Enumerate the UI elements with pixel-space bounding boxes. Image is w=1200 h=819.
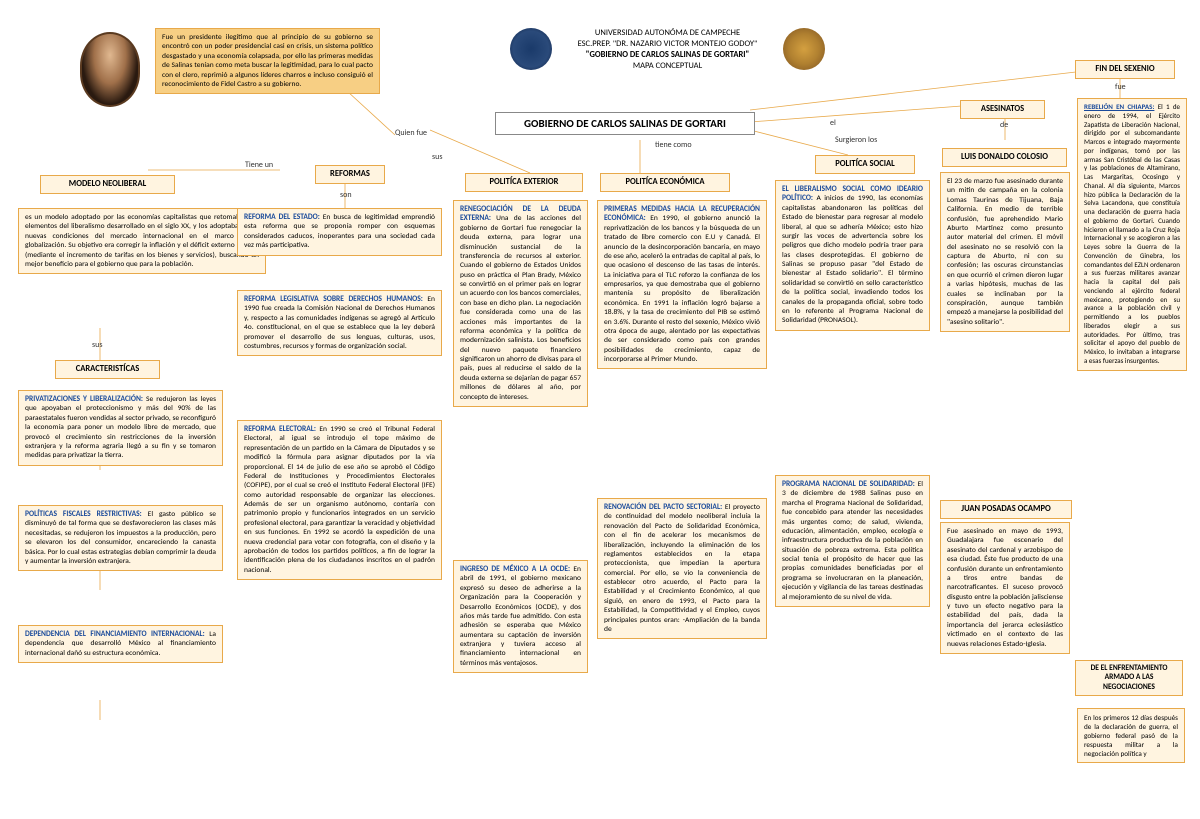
renego-text: Una de las acciones del gobierno de Gort… [460,214,581,401]
refestado-box: REFORMA DEL ESTADO: En busca de legitimi… [237,208,442,256]
renov-box: RENOVACIÓN DEL PACTO SECTORIAL: El proye… [597,498,767,639]
depend-box: DEPENDENCIA DEL FINANCIAMIENTO INTERNACI… [18,625,223,663]
tema: "GOBIERNO DE CARLOS SALINAS DE GORTARI" [555,50,780,61]
refdh-title: REFORMA LEGISLATIVA SOBRE DERECHOS HUMAN… [244,295,423,304]
chiapas-text: El 1 de enero de 1994, el Ejército Zapat… [1084,102,1180,365]
lbl-reformas: REFORMAS [315,165,385,184]
logo-univ [510,28,552,70]
esc-name: ESC.PREP. "DR. NAZARIO VICTOR MONTEJO GO… [555,39,780,50]
conn-de: de [1000,120,1008,130]
fiscal-title: POLÍTICAS FISCALES RESTRICTIVAS: [25,510,142,519]
liberal-box: EL LIBERALISMO SOCIAL COMO IDEARIO POLÍT… [775,180,930,331]
header-block: UNIVERSIDAD AUTONÓMA DE CAMPECHE ESC.PRE… [555,28,780,72]
enfrent-box: En los primeros 12 días después de la de… [1077,708,1185,763]
refelec-title: REFORMA ELECTORAL: [244,425,316,434]
lbl-ocampo: JUAN POSADAS OCAMPO [940,500,1072,519]
lbl-modelo: MODELO NEOLIBERAL [40,175,175,194]
central-title: GOBIERNO DE CARLOS SALINAS DE GORTARI [495,112,755,135]
lbl-polsoc: POLITÍCA SOCIAL [815,155,915,174]
privat-box: PRIVATIZACIONES Y LIBERALIZACIÓN: Se red… [18,390,223,466]
lbl-polext: POLITÍCA EXTERIOR [465,173,583,192]
logo-school [783,28,825,70]
tipo: MAPA CONCEPTUAL [555,61,780,72]
lbl-caract: CARACTERISTÍCAS [55,360,160,379]
conn-quien: Quien fue [395,128,427,138]
pronasol-box: PROGRAMA NACIONAL DE SOLIDARIDAD: El 3 d… [775,475,930,607]
pronasol-text: El 3 de diciembre de 1988 Salinas puso e… [782,480,923,602]
ocde-text: En abril de 1991, el gobierno mexicano e… [460,565,581,668]
refdh-box: REFORMA LEGISLATIVA SOBRE DERECHOS HUMAN… [237,290,442,356]
lbl-enfrent: DE EL ENFRENTAMIENTO ARMADO A LAS NEGOCI… [1075,660,1183,696]
conn-son: son [340,190,352,200]
portrait-salinas [80,32,140,107]
refelec-box: REFORMA ELECTORAL: En 1990 se creó el Tr… [237,420,442,580]
lbl-colosio: LUIS DONALDO COLOSIO [942,148,1067,167]
refelec-text: En 1990 se creó el Tribunal Federal Elec… [244,425,435,575]
ocde-box: INGRESO DE MÉXICO A LA OCDE: En abril de… [453,560,588,673]
pronasol-title: PROGRAMA NACIONAL DE SOLIDARIDAD: [782,480,915,489]
ocde-title: INGRESO DE MÉXICO A LA OCDE: [460,565,570,574]
modelo-box: es un modelo adoptado por las economías … [18,208,266,274]
conn-surgieron: Surgieron los [835,135,877,145]
conn-el: el [830,118,836,128]
colosio-text: El 23 de marzo fue asesinado durante un … [947,177,1063,327]
ocampo-box: Fue asesinado en mayo de 1993, Guadalaja… [940,522,1070,654]
lbl-findel: FIN DEL SEXENIO [1075,60,1175,79]
colosio-box: El 23 de marzo fue asesinado durante un … [940,172,1070,332]
conn-tieneun: Tiene un [245,160,273,170]
central-title-text: GOBIERNO DE CARLOS SALINAS DE GORTARI [524,117,726,130]
privat-text: Se redujeron las leyes que apoyaban el p… [25,395,216,460]
univ-name: UNIVERSIDAD AUTONÓMA DE CAMPECHE [555,28,780,39]
conn-sus1: sus [432,152,442,162]
depend-title: DEPENDENCIA DEL FINANCIAMIENTO INTERNACI… [25,630,205,639]
lbl-asesinatos: ASESINATOS [960,100,1045,119]
intro-text: Fue un presidente ilegítimo que al princ… [162,33,373,89]
primeras-box: PRIMERAS MEDIDAS HACIA LA RECUPERACIÓN E… [597,200,767,369]
renov-title: RENOVACIÓN DEL PACTO SECTORIAL: [604,503,722,512]
ocampo-text: Fue asesinado en mayo de 1993, Guadalaja… [947,527,1063,649]
chiapas-title: REBELIÓN EN CHIAPAS: [1084,102,1154,111]
primeras-text: En 1990, el gobierno anunció la reprivat… [604,214,760,364]
liberal-text: A inicios de 1990, las economías capital… [782,194,923,325]
privat-title: PRIVATIZACIONES Y LIBERALIZACIÓN: [25,395,143,404]
intro-box: Fue un presidente ilegítimo que al princ… [155,28,380,94]
refestado-title: REFORMA DEL ESTADO: [244,213,320,222]
modelo-text: es un modelo adoptado por las economías … [25,213,259,269]
enfrent-text: En los primeros 12 días después de la de… [1084,713,1178,758]
renego-box: RENEGOCIACIÓN DE LA DEUDA EXTERNA: Una d… [453,200,588,407]
renov-text: El proyecto de continuidad del modelo ne… [604,503,760,634]
chiapas-box: REBELIÓN EN CHIAPAS: El 1 de enero de 19… [1077,98,1187,371]
fiscal-box: POLÍTICAS FISCALES RESTRICTIVAS: El gast… [18,505,223,571]
conn-tienecomo: tiene como [655,140,692,150]
lbl-poleco: POLITÍCA ECONÓMICA [600,173,730,192]
conn-fue: fue [1115,82,1126,92]
conn-sus2: sus [92,340,102,350]
